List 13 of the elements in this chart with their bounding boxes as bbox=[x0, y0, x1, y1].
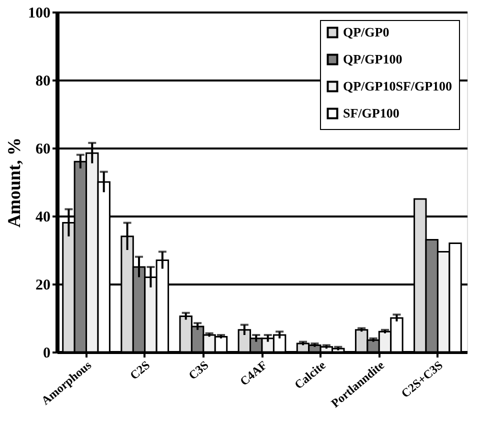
legend-label: QP/GP100 bbox=[343, 52, 402, 66]
x-tick-label: C3S bbox=[186, 358, 212, 382]
y-tick-label: 20 bbox=[36, 278, 50, 294]
y-axis-title: Amount, % bbox=[4, 137, 24, 228]
y-tick-label: 80 bbox=[36, 74, 50, 90]
y-tick-label: 100 bbox=[28, 6, 50, 22]
legend-label: QP/GP10SF/GP100 bbox=[343, 78, 452, 94]
legend-label: SF/GP100 bbox=[343, 106, 400, 120]
legend-label: QP/GP0 bbox=[343, 24, 390, 40]
y-tick-label: 60 bbox=[36, 142, 50, 158]
x-tick-label: C2S bbox=[127, 358, 153, 382]
y-tick-label: 0 bbox=[43, 346, 50, 362]
y-tick-label: 40 bbox=[36, 210, 50, 226]
